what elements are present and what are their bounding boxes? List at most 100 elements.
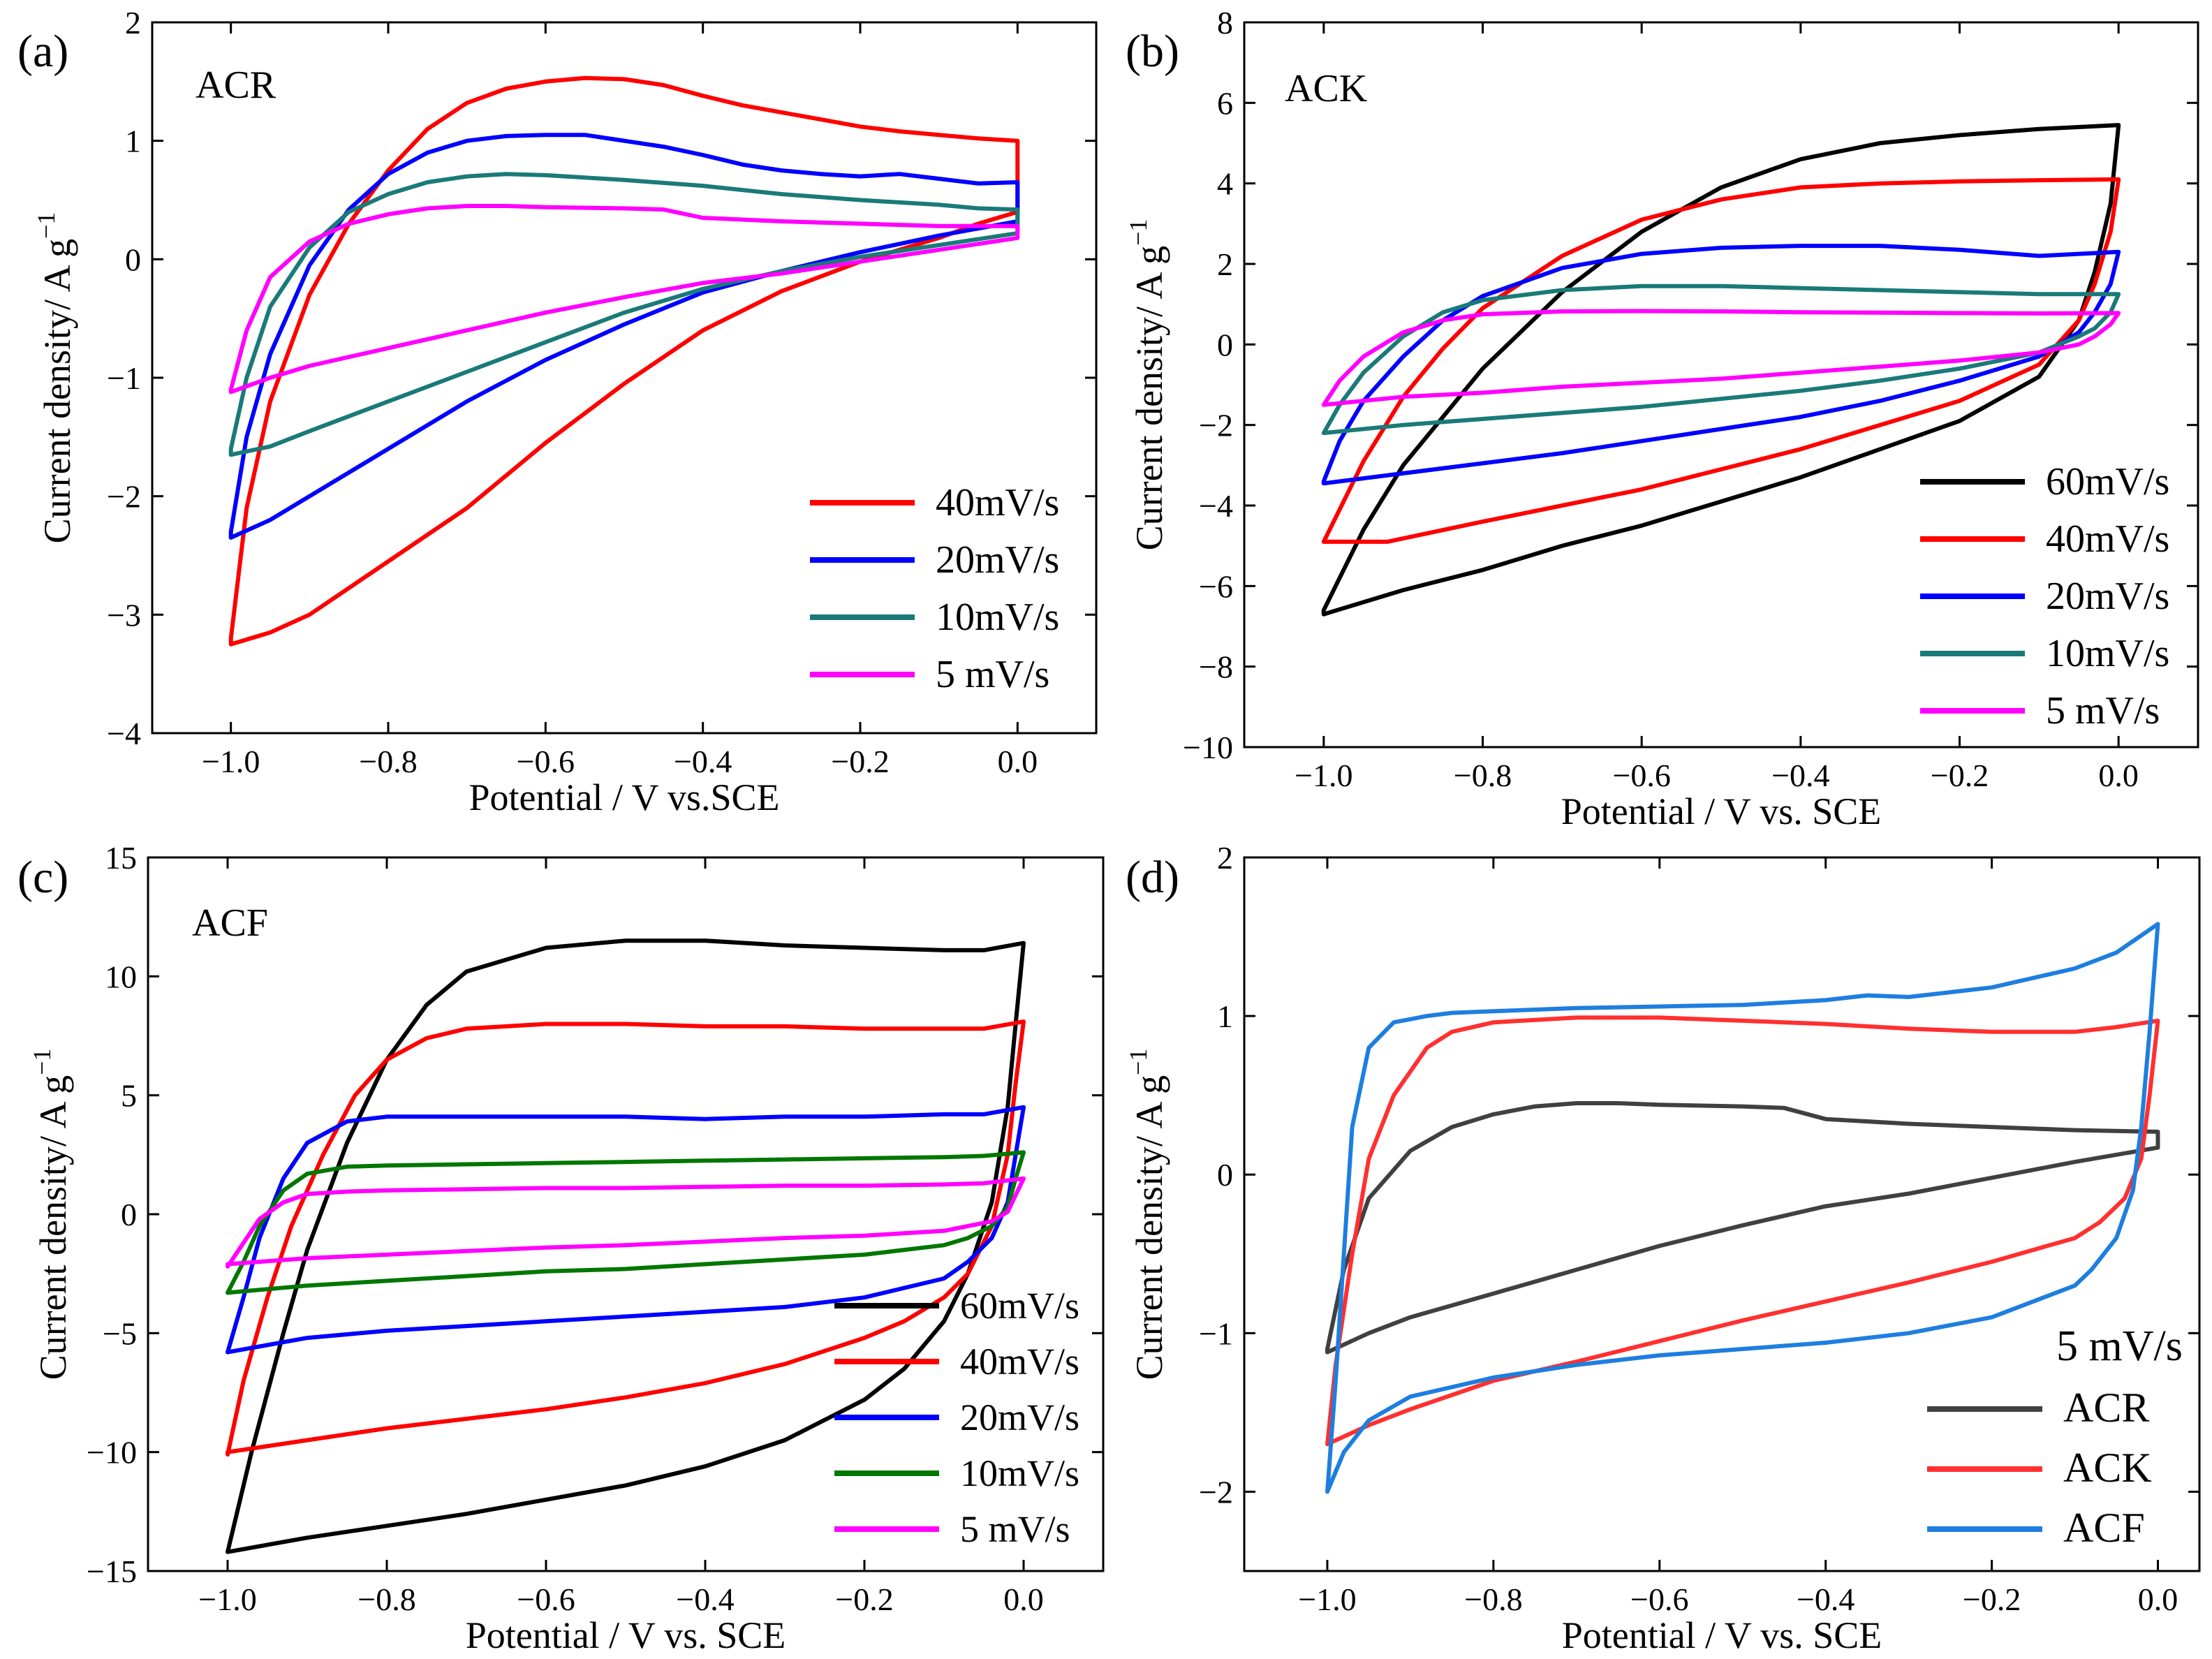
series-curve-10mv-s bbox=[228, 172, 1020, 457]
y-axis-label-exponent: −1 bbox=[1124, 219, 1152, 246]
x-tick-label: −1.0 bbox=[1295, 758, 1352, 793]
legend-entry: 10mV/s bbox=[2046, 632, 2169, 675]
plot-frame bbox=[1243, 21, 2199, 749]
y-tick-label: 2 bbox=[1217, 840, 1233, 876]
x-tick-label: −0.6 bbox=[517, 744, 575, 779]
y-tick-label: −2 bbox=[1199, 1474, 1233, 1510]
series-curve-20mv-s bbox=[228, 133, 1020, 540]
sample-label: ACK bbox=[1285, 67, 1367, 110]
legend-entry: 10mV/s bbox=[960, 1452, 1079, 1494]
x-tick-label: −0.8 bbox=[1454, 758, 1512, 793]
legend: 60mV/s 40mV/s 20mV/s 10mV/s 5 mV/s bbox=[1920, 460, 2169, 732]
panel-label: (c) bbox=[17, 852, 68, 903]
y-tick-label: 0 bbox=[125, 242, 141, 277]
x-axis-label: Potential / V vs. SCE bbox=[1562, 1614, 1882, 1656]
x-tick-label: −0.8 bbox=[1464, 1581, 1522, 1617]
x-tick-label: −0.2 bbox=[1931, 758, 1989, 793]
y-tick-label: 0 bbox=[121, 1197, 137, 1232]
y-axis-label-exponent: −1 bbox=[1124, 1049, 1152, 1075]
y-tick-label: 10 bbox=[105, 959, 137, 994]
y-axis-label: Current density/ A g−1 bbox=[32, 212, 78, 544]
x-tick-label: −1.0 bbox=[198, 1581, 256, 1617]
legend-entry: 5 mV/s bbox=[936, 653, 1049, 696]
legend-entry: 60mV/s bbox=[960, 1285, 1079, 1327]
legend: 40mV/s 20mV/s 10mV/s 5 mV/s bbox=[810, 481, 1059, 696]
series-curve-5mv-s bbox=[228, 204, 1020, 395]
series-curve-10mv-s bbox=[226, 1150, 1026, 1295]
y-tick-label: 5 bbox=[121, 1078, 137, 1114]
legend-entry: 60mV/s bbox=[2046, 460, 2169, 503]
legend-entry: 10mV/s bbox=[936, 596, 1059, 639]
x-tick-label: 0.0 bbox=[998, 744, 1038, 779]
y-axis-label-text: Current density/ A g bbox=[36, 239, 78, 543]
x-tick-label: −0.2 bbox=[835, 1581, 893, 1617]
y-axis-label: Current density/ A g−1 bbox=[1124, 219, 1170, 551]
series-curve-10mv-s bbox=[1321, 283, 2121, 436]
panel-c: −1.0 −0.8 −0.6 −0.4 −0.2 0.0 −15 −10 −5 0 5 10 15 Pot… bbox=[17, 840, 1105, 1656]
y-tick-label: 0 bbox=[1217, 1157, 1233, 1193]
x-tick-label: −0.4 bbox=[1771, 758, 1829, 793]
y-tick-label: −8 bbox=[1199, 649, 1233, 685]
x-tick-label: −0.4 bbox=[1797, 1581, 1855, 1617]
legend-title: 5 mV/s bbox=[2056, 1322, 2183, 1370]
y-axis-label: Current density/ A g−1 bbox=[1124, 1049, 1170, 1380]
y-tick-label: 6 bbox=[1217, 85, 1233, 121]
legend-entry: 5 mV/s bbox=[960, 1508, 1070, 1550]
series-curve-ack bbox=[1325, 1015, 2160, 1447]
legend-entry: 40mV/s bbox=[2046, 517, 2169, 561]
series-curve-5mv-s bbox=[1321, 309, 2121, 407]
x-axis-label: Potential / V vs. SCE bbox=[466, 1614, 786, 1656]
y-tick-label: −2 bbox=[1199, 408, 1233, 443]
y-tick-label: 4 bbox=[1217, 166, 1233, 202]
y-tick-label: 1 bbox=[1217, 998, 1233, 1034]
y-axis-label: Current density/ A g−1 bbox=[28, 1049, 74, 1380]
sample-label: ACF bbox=[192, 901, 268, 945]
x-axis-label: Potential / V vs. SCE bbox=[1561, 790, 1882, 832]
panel-a: −1.0 −0.8 −0.6 −0.4 −0.2 0.0 −4 −3 −2 −1 0 1 2 Potent… bbox=[17, 5, 1098, 818]
panel-label: (d) bbox=[1126, 852, 1179, 903]
legend-entry: 20mV/s bbox=[960, 1396, 1079, 1438]
series-curve-20mv-s bbox=[226, 1105, 1026, 1355]
legend-entry: 20mV/s bbox=[936, 538, 1059, 582]
y-tick-label: 1 bbox=[125, 124, 141, 159]
y-tick-label: 15 bbox=[105, 840, 137, 876]
x-tick-label: −0.2 bbox=[1963, 1581, 2021, 1617]
legend-entry: 5 mV/s bbox=[2046, 689, 2160, 732]
series-curve-40mv-s bbox=[226, 1019, 1026, 1457]
x-tick-label: −0.2 bbox=[831, 744, 889, 779]
x-tick-label: −0.8 bbox=[357, 1581, 415, 1617]
x-axis-label: Potential / V vs.SCE bbox=[469, 776, 779, 818]
y-tick-label: −5 bbox=[103, 1315, 137, 1351]
legend-entry: 40mV/s bbox=[960, 1341, 1079, 1382]
panel-d: −1.0 −0.8 −0.6 −0.4 −0.2 0.0 −2 −1 0 1 2 Potential … bbox=[1124, 840, 2201, 1656]
series-curve-40mv-s bbox=[228, 75, 1020, 647]
x-tick-label: −0.6 bbox=[1612, 758, 1670, 793]
y-axis-label-exponent: −1 bbox=[28, 1049, 56, 1075]
panel-label: (b) bbox=[1126, 26, 1179, 77]
panel-b: −1.0 −0.8 −0.6 −0.4 −0.2 0.0 −10 −8 −6 −4 −2 0 2 4 6 8 P… bbox=[1124, 5, 2199, 832]
series-curve-5mv-s bbox=[226, 1176, 1026, 1269]
legend-entry: ACR bbox=[2063, 1385, 2149, 1431]
legend-entry: ACF bbox=[2063, 1505, 2145, 1551]
legend: 60mV/s 40mV/s 20mV/s 10mV/s 5 mV/s bbox=[834, 1285, 1079, 1550]
x-tick-label: −1.0 bbox=[202, 744, 260, 779]
series-curve-60mv-s bbox=[1321, 123, 2121, 617]
x-tick-label: −1.0 bbox=[1298, 1581, 1356, 1617]
y-tick-label: −3 bbox=[107, 597, 141, 633]
y-tick-label: −6 bbox=[1199, 568, 1233, 604]
y-tick-label: −4 bbox=[1199, 488, 1233, 524]
y-tick-label: −4 bbox=[107, 716, 141, 751]
y-axis-label-text: Current density/ A g bbox=[1128, 246, 1170, 550]
x-tick-label: −0.4 bbox=[674, 744, 732, 779]
y-tick-label: −1 bbox=[1199, 1315, 1233, 1351]
y-tick-label: −15 bbox=[87, 1554, 137, 1589]
legend: 5 mV/s ACR ACK ACF bbox=[1927, 1322, 2183, 1551]
plot-frame bbox=[1243, 856, 2201, 1572]
x-tick-label: 0.0 bbox=[1003, 1581, 1044, 1617]
y-tick-label: −10 bbox=[87, 1435, 137, 1470]
x-tick-label: 0.0 bbox=[2138, 1581, 2178, 1617]
series-curve-20mv-s bbox=[1321, 244, 2121, 486]
legend-entry: ACK bbox=[2063, 1445, 2152, 1491]
y-axis-label-text: Current density/ A g bbox=[1128, 1075, 1170, 1380]
